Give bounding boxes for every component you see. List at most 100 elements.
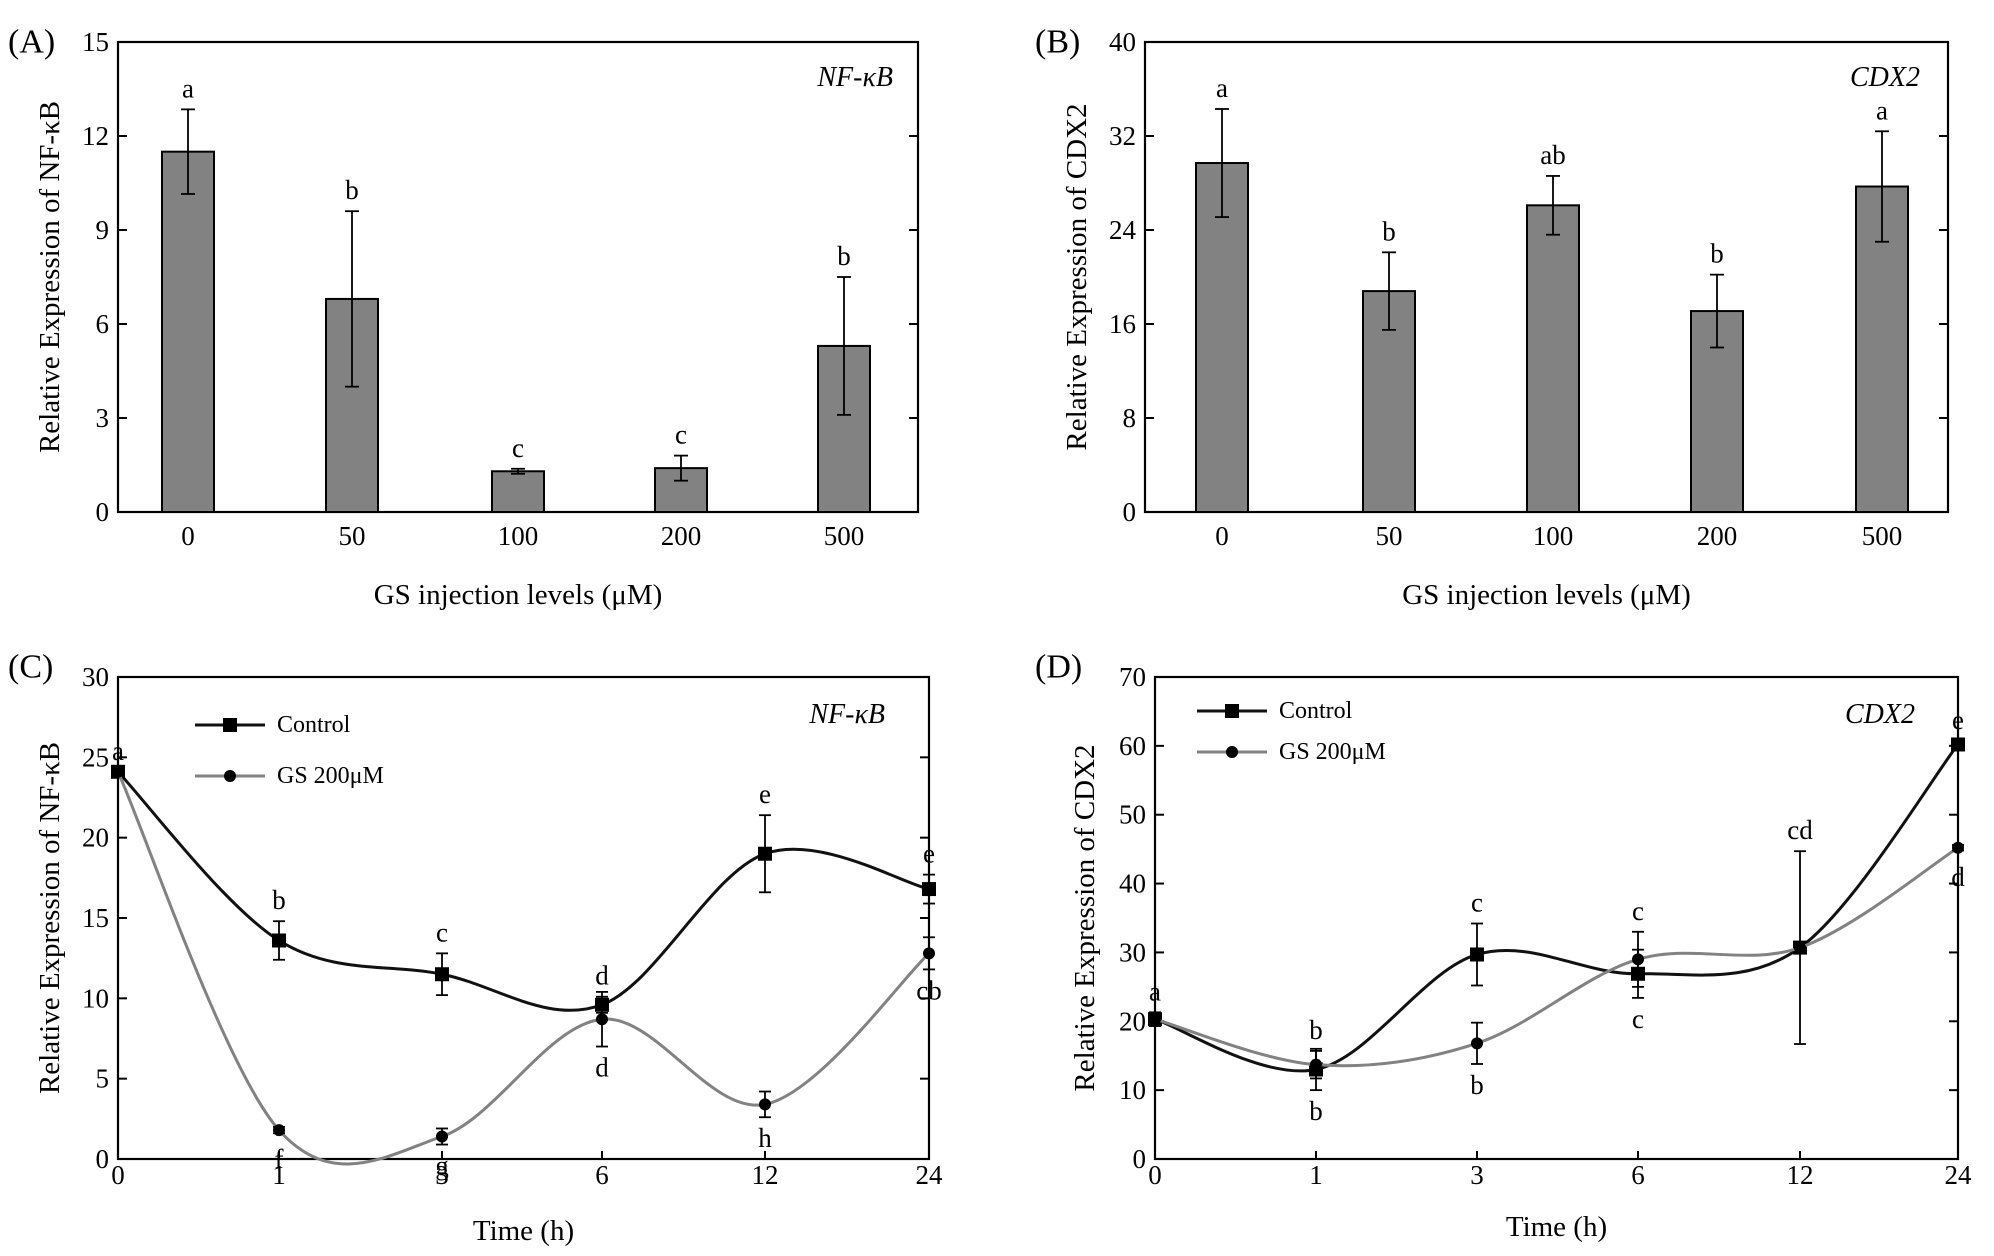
y-tick-label: 25 bbox=[82, 742, 109, 772]
y-tick-label: 12 bbox=[82, 121, 109, 151]
panel-label: (D) bbox=[1035, 649, 1082, 686]
plot-frame bbox=[1153, 675, 1960, 1161]
x-tick-label: 0 bbox=[1215, 521, 1229, 551]
significance-letter: h bbox=[758, 1123, 772, 1153]
y-tick-label: 15 bbox=[82, 27, 109, 57]
significance-letter: e bbox=[759, 779, 771, 809]
significance-letter: d bbox=[595, 961, 609, 991]
bar bbox=[1526, 204, 1580, 513]
significance-letter: c bbox=[1632, 896, 1644, 926]
legend-marker-square bbox=[1225, 704, 1239, 718]
data-point-square bbox=[1470, 947, 1484, 962]
legend-label: Control bbox=[277, 712, 351, 738]
x-tick-label: 12 bbox=[752, 1160, 779, 1190]
data-point-square bbox=[922, 882, 936, 897]
significance-letter: a bbox=[112, 736, 124, 766]
x-tick-label: 0 bbox=[1148, 1160, 1162, 1190]
gene-label: CDX2 bbox=[1850, 62, 1920, 93]
y-tick-label: 50 bbox=[1119, 800, 1146, 830]
x-tick-label: 1 bbox=[1309, 1160, 1323, 1190]
x-tick-label: 3 bbox=[1470, 1160, 1484, 1190]
y-tick-label: 5 bbox=[96, 1064, 110, 1094]
y-tick-label: 9 bbox=[96, 215, 110, 245]
series-line-gs bbox=[116, 771, 931, 1166]
y-tick-label: 24 bbox=[1109, 215, 1137, 245]
x-axis-title: GS injection levels (μM) bbox=[374, 579, 663, 611]
data-point-circle bbox=[1310, 1058, 1322, 1071]
y-tick-label: 15 bbox=[82, 903, 109, 933]
x-tick-label: 100 bbox=[498, 521, 539, 551]
y-tick-label: 10 bbox=[1119, 1075, 1146, 1105]
series-line-control bbox=[1154, 743, 1960, 1073]
x-axis-title: Time (h) bbox=[473, 1215, 574, 1247]
significance-letter: a bbox=[1149, 976, 1161, 1006]
y-tick-label: 20 bbox=[1119, 1006, 1146, 1036]
x-tick-label: 500 bbox=[824, 521, 865, 551]
x-tick-label: 200 bbox=[1697, 521, 1738, 551]
data-point-circle bbox=[596, 1013, 608, 1026]
legend-label: GS 200μM bbox=[1279, 739, 1386, 765]
y-tick-label: 10 bbox=[82, 983, 109, 1013]
y-tick-label: 40 bbox=[1109, 27, 1136, 57]
gene-label: NF-κB bbox=[816, 62, 893, 93]
significance-letter: a bbox=[1216, 73, 1228, 103]
data-point-square bbox=[435, 967, 449, 982]
series-line-control bbox=[116, 770, 930, 1012]
legend-entry-control: Control bbox=[195, 712, 351, 738]
legend-entry-gs: GS 200μM bbox=[195, 763, 384, 789]
significance-letter: b bbox=[272, 885, 286, 915]
data-point-circle bbox=[1794, 941, 1806, 954]
x-tick-label: 0 bbox=[111, 1160, 125, 1190]
y-tick-label: 0 bbox=[1123, 497, 1137, 527]
significance-letter: cb bbox=[916, 975, 941, 1005]
legend-label: Control bbox=[1279, 698, 1353, 724]
x-tick-label: 12 bbox=[1787, 1160, 1814, 1190]
data-point-circle bbox=[1471, 1037, 1483, 1050]
data-point-square bbox=[272, 933, 286, 948]
significance-letter: g bbox=[435, 1151, 449, 1181]
data-point-circle bbox=[273, 1124, 285, 1137]
data-point-circle bbox=[1632, 953, 1644, 966]
y-tick-label: 40 bbox=[1119, 869, 1146, 899]
significance-letter: d bbox=[1951, 862, 1965, 892]
significance-letter: b bbox=[345, 175, 359, 205]
x-tick-label: 1 bbox=[272, 1160, 286, 1190]
y-axis-title: Relative Expression of CDX2 bbox=[1061, 103, 1093, 450]
bar bbox=[491, 470, 545, 513]
y-tick-label: 30 bbox=[1119, 937, 1146, 967]
data-point-circle bbox=[1952, 841, 1964, 854]
y-tick-label: 32 bbox=[1109, 121, 1136, 151]
y-tick-label: 0 bbox=[96, 1144, 110, 1174]
x-tick-label: 6 bbox=[1631, 1160, 1645, 1190]
x-tick-label: 50 bbox=[339, 521, 366, 551]
bar bbox=[161, 150, 215, 514]
significance-letter: c bbox=[1632, 1004, 1644, 1034]
y-tick-label: 8 bbox=[1123, 403, 1137, 433]
significance-letter: f bbox=[275, 1144, 284, 1174]
x-tick-label: 6 bbox=[595, 1160, 609, 1190]
y-tick-label: 60 bbox=[1119, 731, 1146, 761]
x-tick-label: 0 bbox=[181, 521, 195, 551]
significance-letter: a bbox=[1876, 95, 1888, 125]
y-tick-label: 6 bbox=[96, 309, 110, 339]
y-tick-label: 3 bbox=[96, 403, 110, 433]
x-axis-title: GS injection levels (μM) bbox=[1402, 579, 1691, 611]
y-tick-label: 30 bbox=[82, 662, 109, 692]
chart-panel-a: (A) NF-κB 0 3 6 9 12 15 GS injection levels (μM)… bbox=[8, 24, 920, 611]
significance-letter: b bbox=[1309, 1015, 1323, 1045]
y-axis-title: Relative Expression of NF-κB bbox=[34, 101, 66, 453]
data-point-circle bbox=[759, 1098, 771, 1111]
x-tick-label: 100 bbox=[1533, 521, 1574, 551]
significance-letter: b bbox=[1470, 1070, 1484, 1100]
legend-entry-gs: GS 200μM bbox=[1197, 739, 1386, 765]
significance-letter: b bbox=[1710, 239, 1724, 269]
y-tick-label: 70 bbox=[1119, 662, 1146, 692]
x-tick-label: 24 bbox=[916, 1160, 944, 1190]
gene-label: CDX2 bbox=[1845, 699, 1915, 730]
significance-letter: b bbox=[1309, 1096, 1323, 1126]
significance-letter: e bbox=[1952, 705, 1964, 735]
legend-marker-square bbox=[223, 718, 237, 732]
